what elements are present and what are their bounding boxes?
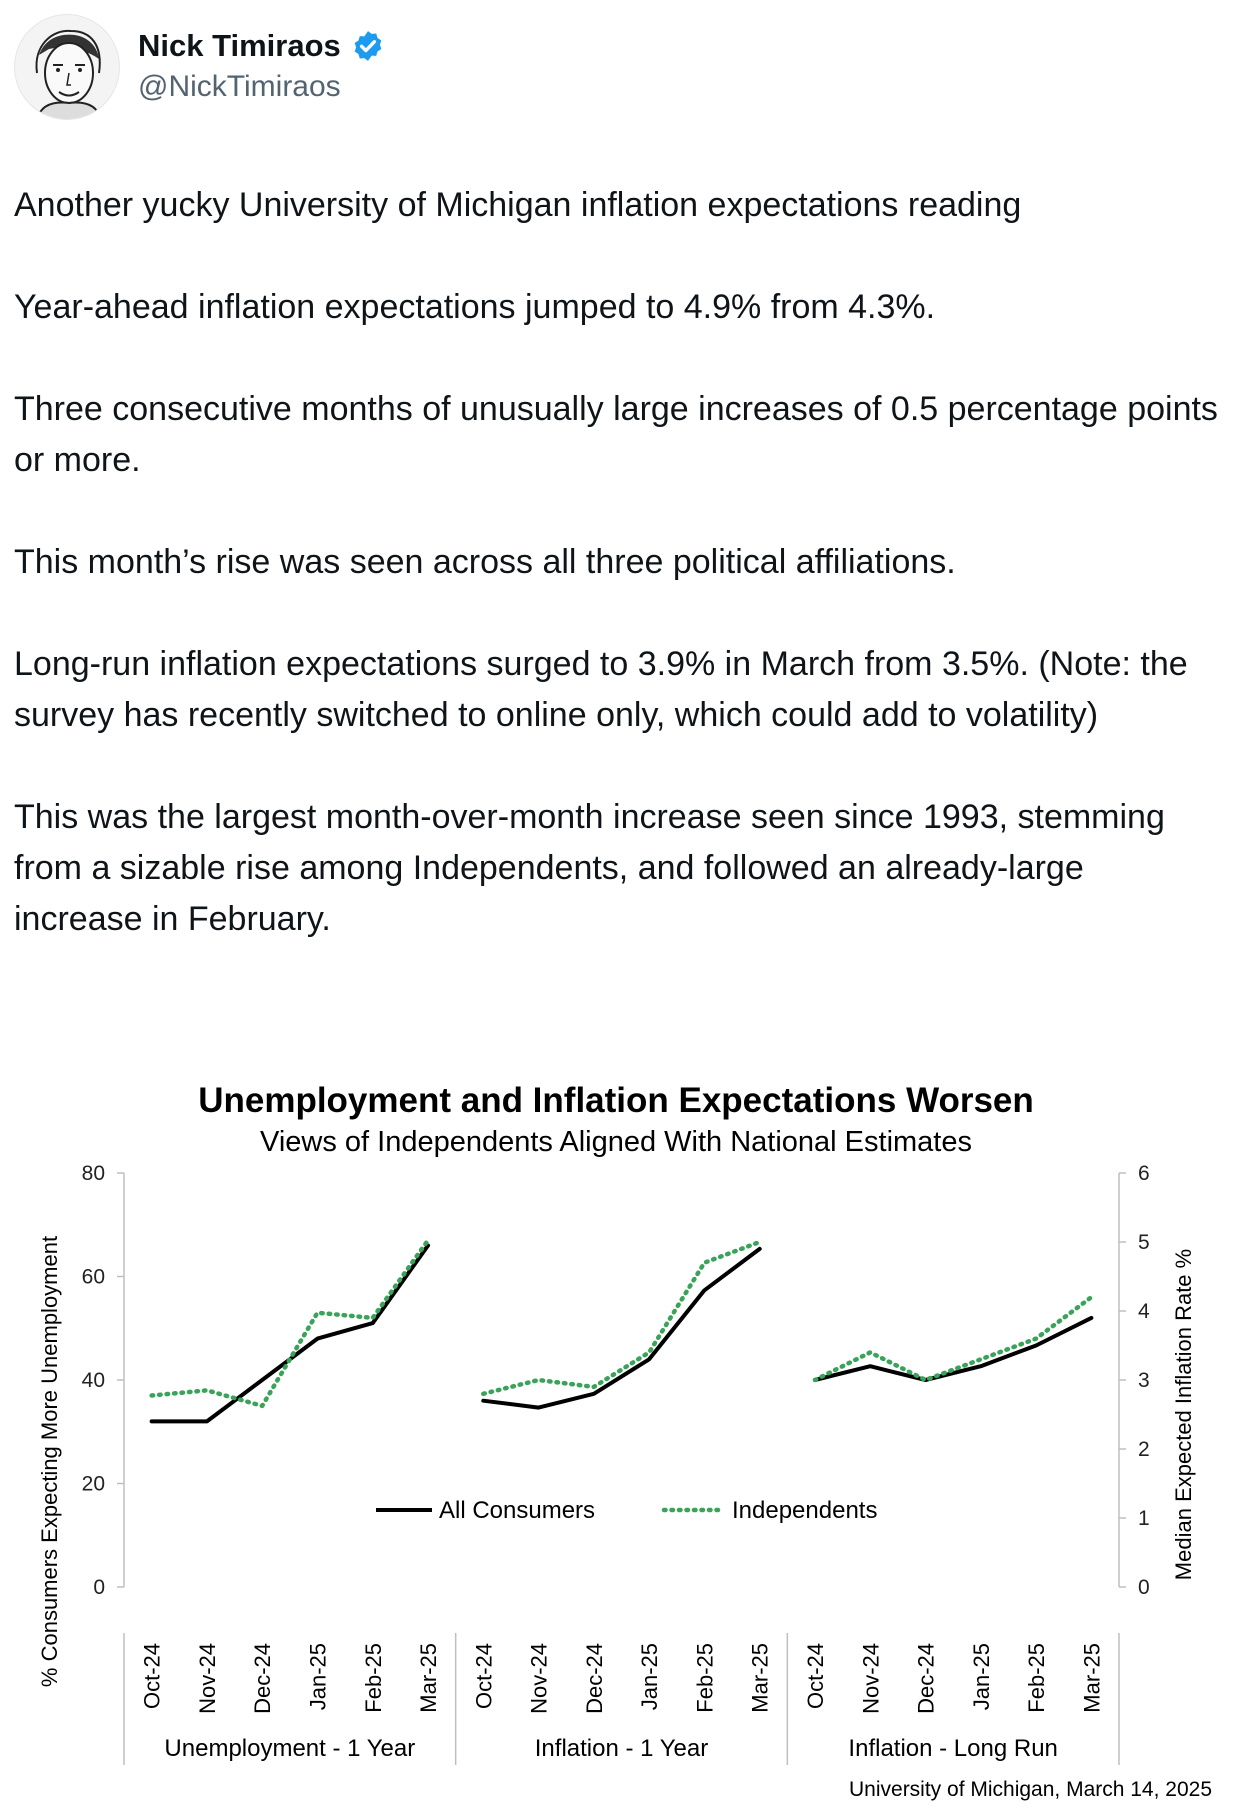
- author-name[interactable]: Nick Timiraos: [138, 28, 341, 63]
- right-y-tick-label: 6: [1138, 1162, 1150, 1185]
- right-y-tick-label: 5: [1138, 1231, 1150, 1254]
- left-y-tick-label: 0: [93, 1576, 105, 1599]
- chart-source: University of Michigan, March 14, 2025: [849, 1778, 1212, 1801]
- series-line-independents: [812, 1294, 1094, 1383]
- x-tick-label: Jan-25: [637, 1643, 662, 1710]
- legend-label-all-consumers: All Consumers: [439, 1497, 595, 1524]
- tweet-paragraph: Three consecutive months of unusually la…: [14, 390, 1218, 479]
- x-tick-label: Feb-25: [361, 1643, 386, 1713]
- x-tick-label: Mar-25: [1079, 1643, 1104, 1713]
- chart-subtitle: Views of Independents Aligned With Natio…: [260, 1126, 972, 1158]
- verified-badge-icon: [354, 31, 382, 61]
- right-y-tick-label: 2: [1138, 1438, 1150, 1461]
- tweet-text: Another yucky University of Michigan inf…: [14, 180, 1219, 945]
- avatar[interactable]: [14, 14, 120, 120]
- x-tick-label: Jan-25: [969, 1643, 994, 1710]
- left-y-tick-label: 20: [82, 1473, 105, 1496]
- tweet-paragraph: This was the largest month-over-month in…: [14, 798, 1165, 938]
- tweet-header: Nick Timiraos @NickTimiraos: [14, 14, 1214, 120]
- tweet-paragraph: Another yucky University of Michigan inf…: [14, 186, 1022, 224]
- left-y-axis-label: % Consumers Expecting More Unemployment: [37, 1236, 62, 1687]
- x-tick-label: Nov-24: [527, 1643, 552, 1714]
- author-row: Nick Timiraos: [138, 28, 385, 64]
- left-y-tick-label: 60: [82, 1266, 105, 1289]
- x-tick-label: Oct-24: [140, 1643, 165, 1709]
- chart-title: Unemployment and Inflation Expectations …: [198, 1081, 1034, 1120]
- panel-label: Unemployment - 1 Year: [164, 1735, 415, 1762]
- author-handle[interactable]: @NickTimiraos: [138, 70, 341, 103]
- x-tick-label: Dec-24: [250, 1643, 275, 1714]
- left-y-tick-label: 80: [82, 1162, 105, 1185]
- x-tick-label: Oct-24: [803, 1643, 828, 1709]
- right-y-tick-label: 0: [1138, 1576, 1150, 1599]
- x-tick-label: Mar-25: [748, 1643, 773, 1713]
- avatar-sketch-icon: [35, 29, 102, 119]
- right-y-tick-label: 1: [1138, 1507, 1150, 1530]
- x-tick-label: Mar-25: [416, 1643, 441, 1713]
- x-tick-label: Jan-25: [305, 1643, 330, 1710]
- legend-label-independents: Independents: [732, 1497, 877, 1524]
- panel-label: Inflation - Long Run: [848, 1735, 1057, 1762]
- right-y-axis-label: Median Expected Inflation Rate %: [1171, 1249, 1196, 1580]
- x-tick-label: Nov-24: [858, 1643, 883, 1714]
- panel-label: Inflation - 1 Year: [535, 1735, 708, 1762]
- series-line-independents: [481, 1239, 762, 1397]
- right-y-tick-label: 4: [1138, 1300, 1150, 1323]
- x-tick-label: Feb-25: [1024, 1643, 1049, 1713]
- tweet-paragraph: Year-ahead inflation expectations jumped…: [14, 288, 936, 326]
- x-tick-label: Nov-24: [195, 1643, 220, 1714]
- x-tick-label: Oct-24: [471, 1643, 496, 1709]
- x-tick-label: Dec-24: [582, 1643, 607, 1714]
- tweet-paragraph: Long-run inflation expectations surged t…: [14, 645, 1188, 734]
- attached-chart-image[interactable]: Unemployment and Inflation Expectations …: [0, 1050, 1233, 1806]
- x-tick-label: Feb-25: [692, 1643, 717, 1713]
- series-line-independents: [149, 1238, 431, 1409]
- series-line-all-consumers: [149, 1243, 431, 1424]
- tweet-paragraph: This month’s rise was seen across all th…: [14, 543, 956, 581]
- left-y-tick-label: 40: [82, 1369, 105, 1392]
- chart-svg: Unemployment and Inflation Expectations …: [37, 1081, 1212, 1801]
- right-y-tick-label: 3: [1138, 1369, 1150, 1392]
- series-line-all-consumers: [812, 1315, 1094, 1382]
- series-line-all-consumers: [481, 1246, 762, 1410]
- x-tick-label: Dec-24: [914, 1643, 939, 1714]
